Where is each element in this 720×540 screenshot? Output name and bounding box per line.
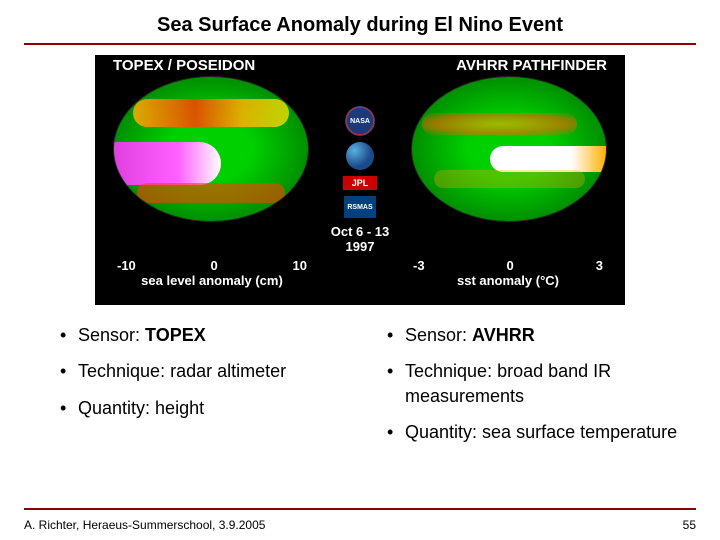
list-item: • Technique: broad band IR measurements [387, 359, 684, 408]
date-line1: Oct 6 - 13 [331, 224, 390, 239]
bullet-bold: AVHRR [472, 325, 535, 345]
footer-left: A. Richter, Heraeus-Summerschool, 3.9.20… [24, 518, 265, 532]
nasa-logo-icon: NASA [345, 106, 375, 136]
date-line2: 1997 [346, 239, 375, 254]
bullet-icon: • [387, 420, 405, 444]
bullet-icon: • [60, 396, 78, 420]
noaa-logo-icon [346, 142, 374, 170]
bullet-prefix: Technique: [78, 361, 170, 381]
tick: 0 [211, 258, 218, 273]
bullet-rest: radar altimeter [170, 361, 286, 381]
page-number: 55 [683, 518, 696, 532]
bullet-prefix: Quantity: [405, 422, 482, 442]
tick: 0 [507, 258, 514, 273]
globe-topex [113, 76, 309, 222]
globe-row: NASA JPL RSMAS [95, 76, 625, 222]
footer-rule [24, 508, 696, 510]
list-item: • Quantity: sea surface temperature [387, 420, 684, 444]
bullet-rest: height [155, 398, 204, 418]
jpl-logo-icon: JPL [343, 176, 377, 190]
bullet-icon: • [387, 323, 405, 347]
scale-left-label: sea level anomaly (cm) [117, 273, 307, 288]
center-logos: NASA JPL RSMAS [343, 106, 377, 218]
bullet-icon: • [387, 359, 405, 408]
bullet-rest: sea surface temperature [482, 422, 677, 442]
list-item: • Sensor: TOPEX [60, 323, 357, 347]
list-item: • Sensor: AVHRR [387, 323, 684, 347]
bullet-columns: • Sensor: TOPEX • Technique: radar altim… [60, 323, 684, 456]
title-rule [24, 43, 696, 45]
figure-date: Oct 6 - 13 1997 [95, 224, 625, 254]
right-column: • Sensor: AVHRR • Technique: broad band … [387, 323, 684, 456]
bullet-bold: TOPEX [145, 325, 206, 345]
bullet-prefix: Sensor: [78, 325, 145, 345]
tick: 3 [596, 258, 603, 273]
tick: 10 [293, 258, 307, 273]
scale-right-ticks: -3 0 3 [413, 258, 603, 273]
bullet-icon: • [60, 359, 78, 383]
header-left: TOPEX / POSEIDON [103, 57, 360, 74]
scale-left-ticks: -10 0 10 [117, 258, 307, 273]
rsmas-logo-icon: RSMAS [344, 196, 376, 218]
scale-right-label: sst anomaly (°C) [413, 273, 603, 288]
tick: -10 [117, 258, 136, 273]
footer: A. Richter, Heraeus-Summerschool, 3.9.20… [24, 518, 696, 532]
bullet-icon: • [60, 323, 78, 347]
globe-avhrr [411, 76, 607, 222]
header-right: AVHRR PATHFINDER [360, 57, 617, 74]
list-item: • Technique: radar altimeter [60, 359, 357, 383]
bullet-prefix: Technique: [405, 361, 497, 381]
list-item: • Quantity: height [60, 396, 357, 420]
figure-panel: TOPEX / POSEIDON AVHRR PATHFINDER NASA J… [95, 55, 625, 305]
figure-header: TOPEX / POSEIDON AVHRR PATHFINDER [95, 55, 625, 76]
slide-title: Sea Surface Anomaly during El Nino Event [0, 0, 720, 43]
left-column: • Sensor: TOPEX • Technique: radar altim… [60, 323, 357, 456]
bullet-prefix: Sensor: [405, 325, 472, 345]
scale-labels-row: sea level anomaly (cm) sst anomaly (°C) [95, 273, 625, 292]
tick: -3 [413, 258, 425, 273]
scale-ticks-row: -10 0 10 -3 0 3 [95, 254, 625, 273]
bullet-prefix: Quantity: [78, 398, 155, 418]
